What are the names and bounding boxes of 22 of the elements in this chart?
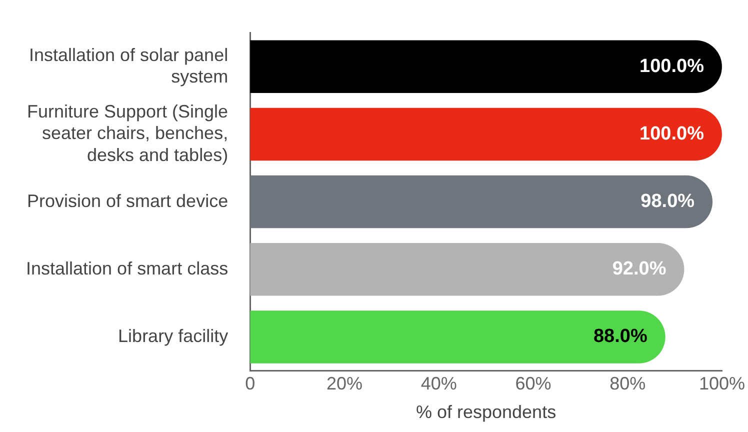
bar <box>250 243 684 296</box>
y-tick-label: Furniture Support (Single seater chairs, benches, desks and tables) <box>26 102 228 165</box>
x-tick-label: 40% <box>420 374 457 394</box>
x-tick-label: 100% <box>698 374 746 394</box>
bar <box>250 108 722 161</box>
x-tick-label: 0 <box>245 374 256 394</box>
y-tick-label: Installation of smart class <box>26 258 228 278</box>
data-label: 100.0% <box>640 56 704 77</box>
bar <box>250 175 713 228</box>
data-label: 98.0% <box>640 191 695 212</box>
x-axis-title: % of respondents <box>416 402 556 422</box>
bar <box>250 310 666 364</box>
x-tick-label: 80% <box>610 374 646 394</box>
bar <box>250 40 722 93</box>
x-tick-label: 60% <box>515 374 552 394</box>
data-label: 100.0% <box>640 123 704 144</box>
x-tick-label: 20% <box>326 374 362 394</box>
data-label: 92.0% <box>612 258 666 280</box>
y-tick-label: Installation of solar panel system <box>28 44 228 86</box>
data-label: 88.0% <box>593 326 648 348</box>
y-tick-label: Library facility <box>118 326 228 346</box>
y-tick-label: Provision of smart device <box>27 190 228 211</box>
